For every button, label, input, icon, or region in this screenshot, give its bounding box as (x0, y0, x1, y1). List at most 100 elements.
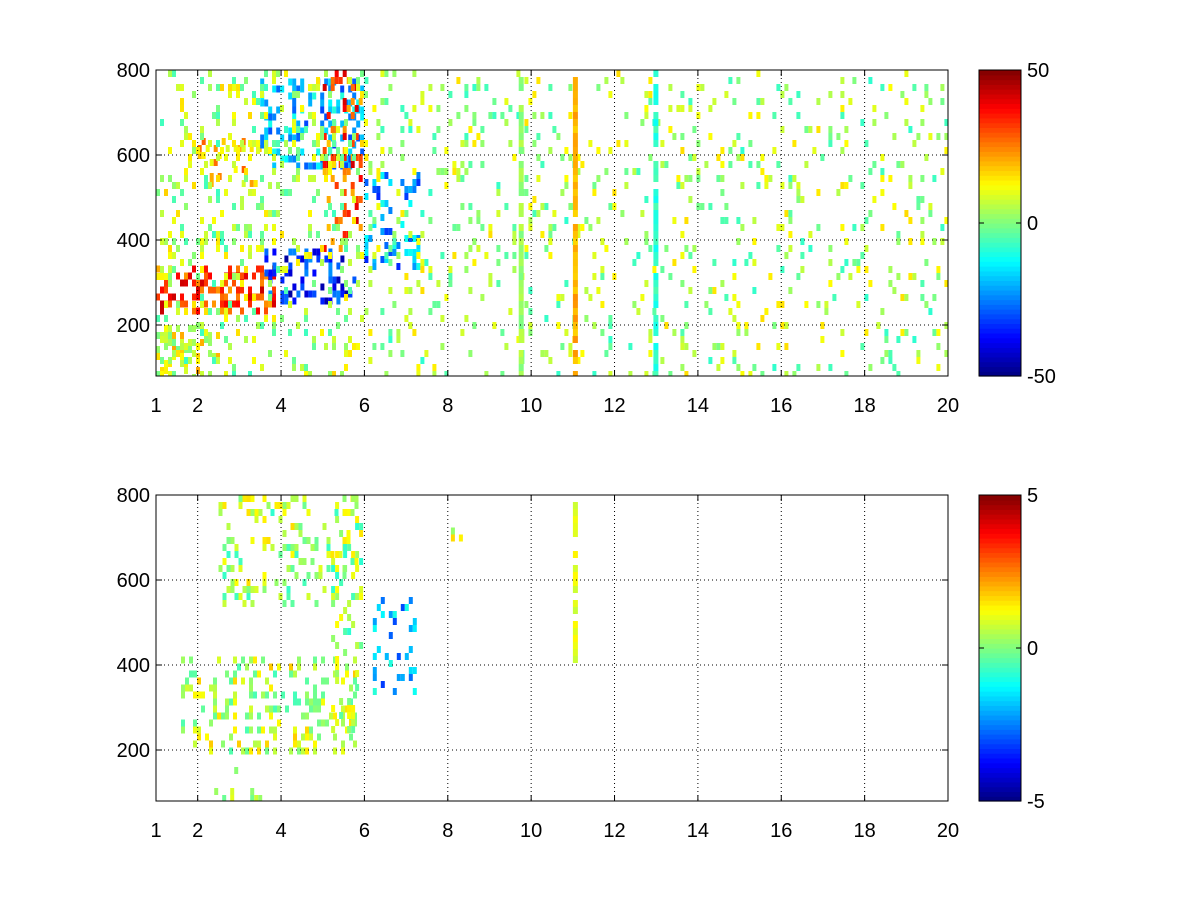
heatmap-cell (320, 259, 324, 266)
heatmap-cell (312, 343, 316, 350)
heatmap-cell (347, 544, 352, 551)
heatmap-cell (296, 322, 300, 329)
heatmap-cell (732, 259, 737, 266)
colorbar-segment (979, 356, 1021, 363)
heatmap-cell (428, 105, 433, 112)
heatmap-cell (197, 726, 201, 734)
heatmap-cell (316, 84, 320, 91)
heatmap-cell (172, 293, 176, 301)
heatmap-cell (552, 126, 557, 133)
heatmap-cell (380, 172, 385, 179)
heatmap-stripe-cell (653, 84, 659, 91)
heatmap-cell (204, 336, 208, 343)
heatmap-cell (372, 343, 377, 350)
heatmap-cell (900, 91, 905, 98)
heatmap-cell (380, 228, 385, 235)
heatmap-cell (193, 691, 197, 699)
heatmap-cell (912, 84, 917, 91)
x-tick-label: 2 (192, 395, 203, 417)
colorbar-segment (979, 772, 1021, 778)
heatmap-cell (342, 133, 347, 140)
heatmap-cell (264, 99, 269, 107)
heatmap-cell (359, 558, 364, 565)
heatmap-cell (343, 607, 348, 614)
heatmap-cell (324, 78, 329, 86)
heatmap-cell (172, 350, 176, 357)
heatmap-cell (672, 259, 677, 266)
heatmap-cell (348, 134, 353, 142)
heatmap-cell (212, 112, 216, 119)
colorbar-segment (979, 695, 1021, 702)
heatmap-cell (262, 495, 267, 502)
heatmap-stripe-cell (572, 322, 578, 329)
colorbar-segment (979, 136, 1021, 143)
heatmap-cell (292, 91, 296, 98)
heatmap-cell (212, 357, 216, 364)
heatmap-cell (335, 593, 340, 600)
heatmap-cell (288, 269, 293, 277)
heatmap-cell (356, 84, 360, 91)
heatmap-cell (249, 656, 253, 664)
heatmap-cell (816, 189, 821, 196)
heatmap-cell (249, 691, 253, 699)
heatmap-stripe-cell (518, 322, 524, 329)
heatmap-cell (354, 558, 359, 565)
heatmap-cell (260, 272, 264, 280)
heatmap-cell (584, 315, 589, 322)
heatmap-cell (200, 77, 204, 84)
colorbar-segment (979, 499, 1021, 506)
x-tick-label: 12 (603, 395, 625, 417)
heatmap-cell (233, 670, 237, 678)
heatmap-cell (180, 300, 184, 308)
heatmap-cell (304, 262, 309, 270)
colorbar-segment (979, 609, 1021, 616)
heatmap-stripe-cell (572, 252, 578, 259)
heatmap-cell (312, 290, 317, 298)
heatmap-cell (348, 155, 353, 163)
heatmap-cell (832, 294, 837, 301)
heatmap-cell (189, 684, 193, 692)
colorbar-segment (979, 600, 1021, 606)
heatmap-cell (840, 350, 845, 357)
heatmap-cell (808, 126, 813, 133)
heatmap-cell (532, 140, 537, 147)
heatmap-cell (436, 168, 441, 175)
heatmap-cell (188, 259, 192, 266)
colorbar-segment (979, 557, 1021, 563)
heatmap-cell (680, 182, 685, 189)
heatmap-cell (272, 148, 277, 156)
heatmap-cell (309, 698, 313, 706)
heatmap-cell (328, 168, 332, 175)
heatmap-cell (313, 691, 317, 699)
heatmap-cell (334, 509, 339, 516)
heatmap-cell (708, 203, 713, 210)
heatmap-cell (560, 189, 565, 196)
heatmap-cell (772, 322, 777, 329)
heatmap-cell (322, 523, 327, 530)
heatmap-cell (297, 698, 301, 706)
heatmap-cell (300, 85, 305, 93)
heatmap-cell (888, 280, 893, 287)
heatmap-cell (244, 315, 248, 322)
heatmap-cell (852, 259, 857, 266)
heatmap-cell (293, 691, 297, 699)
heatmap-cell (744, 259, 749, 266)
heatmap-cell (720, 343, 725, 350)
heatmap-cell (420, 287, 425, 294)
heatmap-cell (228, 301, 232, 308)
heatmap-cell (288, 329, 292, 336)
heatmap-cell (302, 579, 307, 586)
heatmap-cell (680, 343, 685, 350)
heatmap-cell (168, 70, 172, 77)
heatmap-cell (260, 322, 264, 329)
heatmap-cell (384, 172, 389, 179)
heatmap-cell (354, 203, 359, 210)
heatmap-cell (272, 315, 276, 322)
heatmap-cell (230, 579, 235, 586)
heatmap-cell (280, 134, 285, 142)
heatmap-cell (258, 509, 263, 516)
heatmap-cell (336, 297, 341, 305)
heatmap-cell (704, 161, 709, 168)
heatmap-cell (232, 161, 236, 168)
